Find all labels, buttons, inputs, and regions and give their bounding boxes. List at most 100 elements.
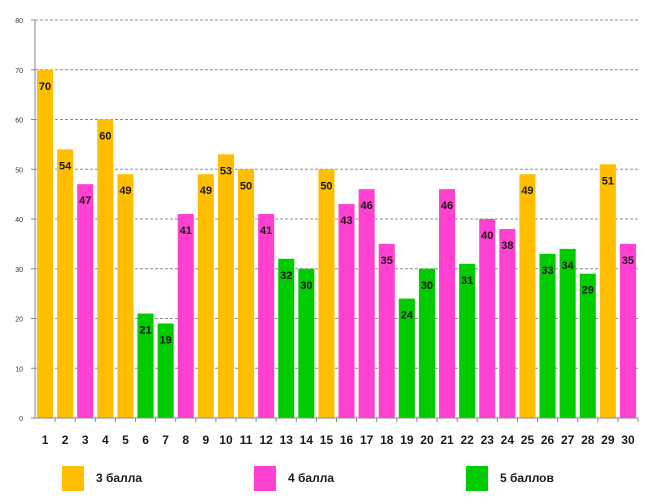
data-label-27: 34 [562,260,575,272]
bar-4 [97,119,114,418]
data-label-11: 50 [240,180,252,192]
bar-3 [77,184,94,418]
data-label-18: 35 [381,255,393,267]
x-tick-label-30: 30 [621,433,635,447]
bars [37,69,636,418]
data-label-13: 32 [280,270,292,282]
data-label-25: 49 [521,185,533,197]
legend-label-3: 3 балла [96,471,143,485]
bar-30 [619,243,636,418]
data-label-3: 47 [79,195,91,207]
data-label-6: 21 [139,325,151,337]
y-tick-label-0: 0 [19,416,23,423]
legend-item-5: 5 баллов [466,464,554,492]
x-tick-label-16: 16 [340,433,354,447]
bar-9 [197,174,214,418]
bar-17 [358,189,375,418]
x-tick-label-2: 2 [62,433,69,447]
legend-label-5: 5 баллов [500,471,554,485]
legend-label-4: 4 балла [288,471,335,485]
data-label-22: 31 [461,275,473,287]
bar-24 [499,228,516,418]
y-tick-label-60: 60 [15,118,23,125]
data-label-16: 43 [340,215,352,227]
x-tick-label-6: 6 [142,433,149,447]
x-tick-label-23: 23 [481,433,495,447]
y-tick-label-80: 80 [15,18,23,25]
data-label-24: 38 [501,240,513,252]
bar-1 [37,69,54,418]
legend-swatch-3 [62,465,84,491]
bar-14 [298,268,315,418]
bar-11 [238,169,255,418]
bar-10 [217,154,234,418]
x-tick-label-25: 25 [521,433,535,447]
x-tick-label-7: 7 [162,433,169,447]
data-label-7: 19 [160,334,172,346]
bar-19 [398,298,415,418]
bar-7 [157,323,174,418]
data-label-26: 33 [541,265,553,277]
data-label-9: 49 [200,185,212,197]
data-label-20: 30 [421,280,433,292]
grid-lines [35,19,638,369]
bar-28 [579,273,596,418]
y-tick-label-40: 40 [15,217,23,224]
data-label-1: 70 [39,81,51,93]
bar-6 [137,313,154,418]
x-tick-label-24: 24 [501,433,515,447]
bar-25 [519,174,536,418]
x-tick-label-22: 22 [460,433,474,447]
y-tick-label-70: 70 [15,68,23,75]
legend-item-4: 4 балла [254,464,334,492]
data-labels: 70 54 47 60 49 21 19 41 49 53 50 41 32 30 50 43 46 35 24 30… [39,81,634,347]
x-tick-label-15: 15 [320,433,334,447]
x-tick-label-29: 29 [601,433,615,447]
x-tick-label-17: 17 [360,433,374,447]
x-tick-label-11: 11 [240,433,253,447]
x-tick-label-18: 18 [380,433,394,447]
x-tick-label-28: 28 [581,433,595,447]
legend-swatch-4 [254,465,276,491]
x-tick-label-26: 26 [541,433,555,447]
bar-15 [318,169,335,418]
x-tick-label-14: 14 [300,433,314,447]
bar-23 [479,219,496,418]
bar-21 [439,189,456,418]
x-tick-label-10: 10 [219,433,233,447]
data-label-8: 41 [180,225,192,237]
x-tick-label-9: 9 [203,433,210,447]
data-label-17: 46 [361,200,373,212]
bar-29 [599,164,616,418]
bar-16 [338,204,355,418]
x-tick-label-21: 21 [440,433,454,447]
x-tick-label-4: 4 [102,433,109,447]
data-label-14: 30 [300,280,312,292]
legend-swatch-5 [466,465,488,491]
bar-8 [177,214,194,418]
x-tick-label-3: 3 [82,433,89,447]
y-axis-ticks: 0 10 20 30 40 50 60 70 80 [15,18,35,423]
x-tick-label-19: 19 [400,433,414,447]
x-tick-label-8: 8 [182,433,189,447]
x-tick-label-27: 27 [561,433,575,447]
data-label-15: 50 [320,180,332,192]
x-tick-label-13: 13 [280,433,294,447]
x-axis-ticks: 1 2 3 4 5 6 7 8 9 10 11 12 13 14 15 16 17 18 19 20 21 22 23 24 2… [42,418,639,447]
data-label-2: 54 [59,160,72,172]
x-tick-label-12: 12 [259,433,273,447]
data-label-10: 53 [220,165,232,177]
bar-12 [258,214,275,418]
bar-27 [559,248,576,418]
y-tick-label-50: 50 [15,167,23,174]
bar-13 [278,258,295,418]
data-label-19: 24 [401,310,414,322]
legend-item-3: 3 балла [62,464,142,492]
y-tick-label-30: 30 [15,267,23,274]
bar-18 [378,243,395,418]
data-label-23: 40 [481,230,493,242]
bar-20 [418,268,435,418]
y-tick-label-20: 20 [15,317,23,324]
bar-5 [117,174,134,418]
